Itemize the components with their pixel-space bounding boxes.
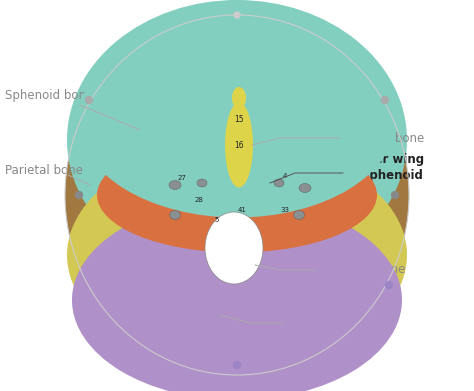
Ellipse shape — [65, 15, 409, 375]
Ellipse shape — [205, 212, 263, 284]
Ellipse shape — [169, 181, 181, 190]
Ellipse shape — [170, 210, 181, 219]
Circle shape — [234, 12, 240, 18]
Circle shape — [382, 97, 389, 104]
Ellipse shape — [225, 102, 253, 188]
Ellipse shape — [67, 0, 407, 280]
Text: 28: 28 — [194, 197, 203, 203]
Circle shape — [392, 192, 399, 199]
Text: 41: 41 — [237, 207, 246, 213]
Ellipse shape — [78, 23, 396, 217]
Ellipse shape — [67, 145, 407, 365]
Text: 4: 4 — [283, 173, 287, 179]
Circle shape — [85, 97, 92, 104]
Text: 27: 27 — [178, 175, 186, 181]
Ellipse shape — [274, 179, 284, 187]
Text: 16: 16 — [234, 140, 244, 149]
Ellipse shape — [293, 210, 304, 219]
Ellipse shape — [97, 138, 377, 253]
Ellipse shape — [72, 200, 402, 391]
Ellipse shape — [232, 87, 246, 109]
Text: 5: 5 — [215, 217, 219, 223]
Text: Ethmoid bone: Ethmoid bone — [342, 131, 424, 145]
Circle shape — [385, 282, 392, 289]
Circle shape — [75, 192, 82, 199]
Text: Occipital bone: Occipital bone — [285, 316, 370, 330]
Text: Parietal bone: Parietal bone — [5, 163, 83, 176]
Text: Lesser wing
of sphenoid: Lesser wing of sphenoid — [345, 154, 424, 183]
Ellipse shape — [197, 179, 207, 187]
Ellipse shape — [299, 183, 311, 192]
Text: 33: 33 — [281, 207, 290, 213]
Text: Sphenoid bone: Sphenoid bone — [5, 88, 93, 102]
Text: 15: 15 — [234, 115, 244, 124]
Text: Temporal bone: Temporal bone — [318, 264, 405, 276]
Circle shape — [234, 362, 240, 368]
